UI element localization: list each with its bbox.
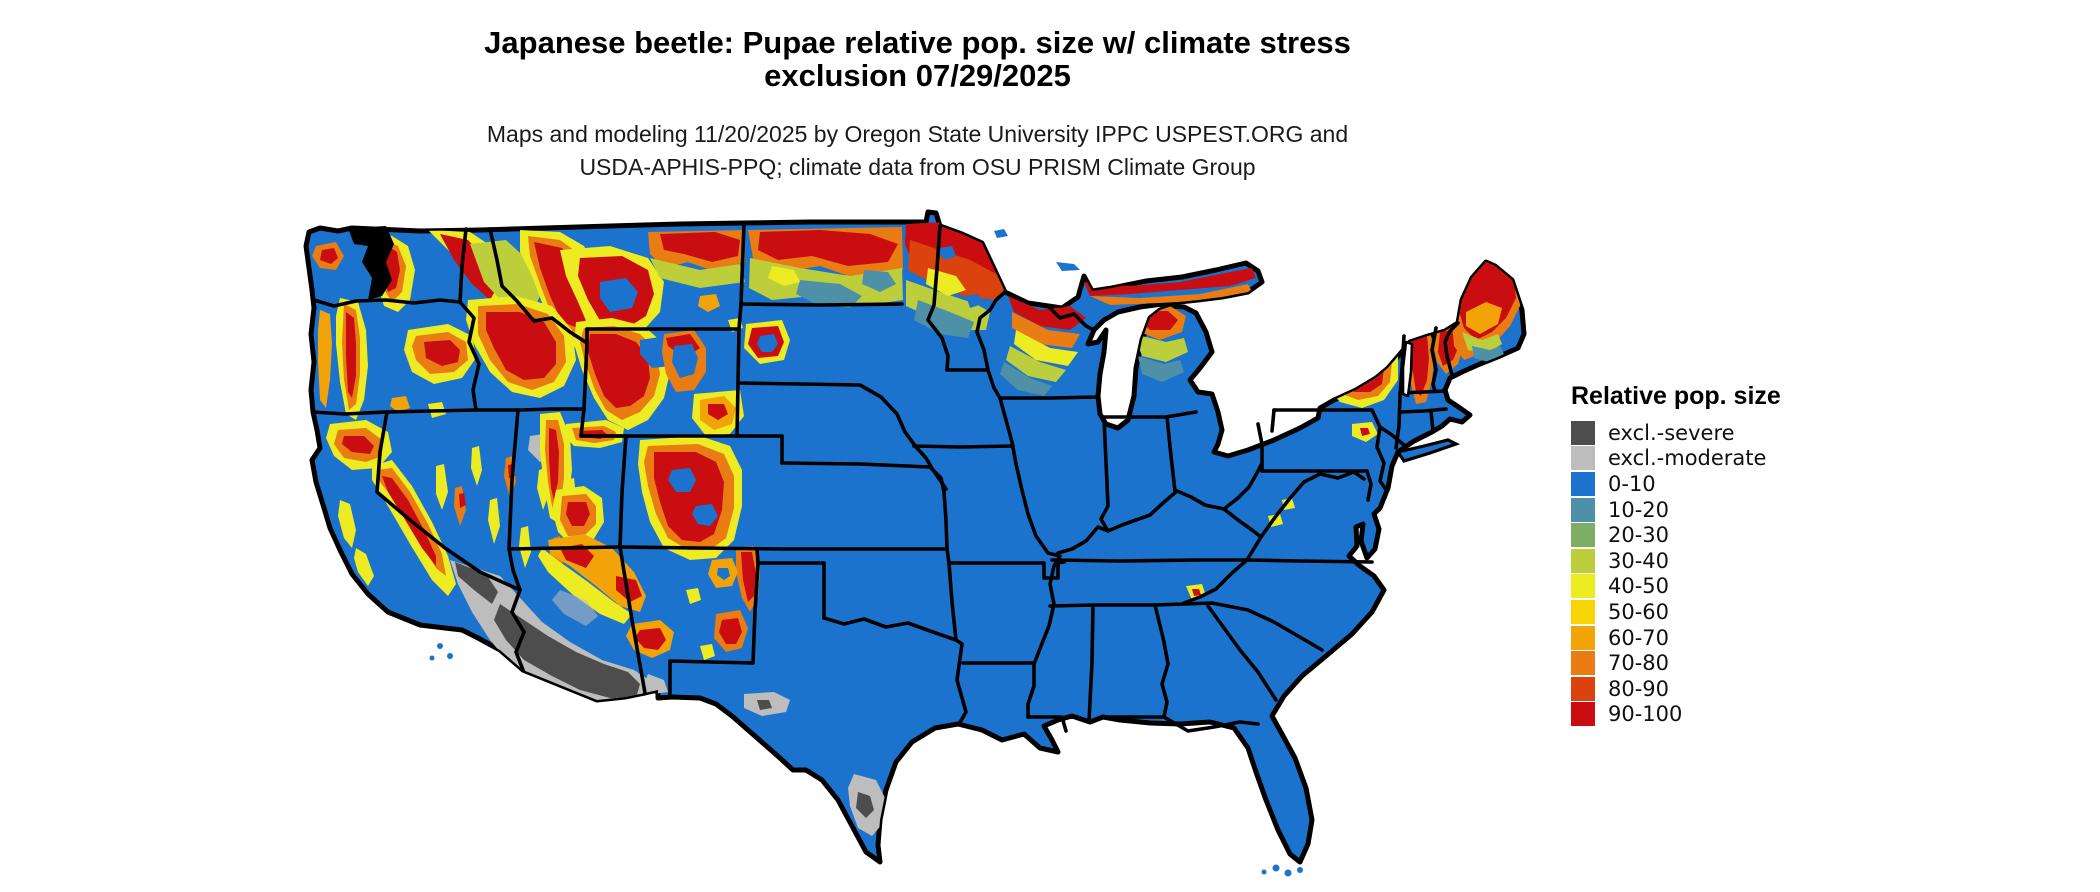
state-borders [311,221,1460,733]
legend-item: 10-20 [1571,497,1831,523]
heat-overlay [312,212,1522,836]
legend-title: Relative pop. size [1571,382,1781,410]
legend-label: excl.-severe [1608,420,1735,445]
title-line-2: exclusion 07/29/2025 [764,58,1071,93]
legend-swatch [1571,676,1595,701]
legend-swatch [1571,702,1595,727]
legend: Relative pop. size excl.-severe excl.-mod… [1571,382,1831,727]
map-subtitle: Maps and modeling 11/20/2025 by Oregon S… [0,118,1835,184]
legend-label: 40-50 [1608,574,1670,599]
island-specks [429,229,1461,877]
legend-item: 20-30 [1571,522,1831,548]
legend-label: 0-10 [1608,471,1656,496]
legend-item: 30-40 [1571,548,1831,574]
legend-swatch [1571,625,1595,650]
heat-west [312,230,745,596]
legend-item: excl.-moderate [1571,446,1831,472]
lake-champlain [1401,340,1414,398]
legend-item: excl.-severe [1571,420,1831,446]
legend-swatch [1571,420,1595,445]
legend-swatch [1571,574,1595,599]
heat-north-central [748,212,1256,396]
legend-item: 70-80 [1571,650,1831,676]
title-line-1: Japanese beetle: Pupae relative pop. siz… [484,25,1351,60]
legend-swatch [1571,548,1595,573]
legend-swatch [1571,523,1595,548]
legend-item: 0-10 [1571,471,1831,497]
subtitle-line-2: USDA-APHIS-PPQ; climate data from OSU PR… [579,154,1256,180]
legend-label: 50-60 [1608,599,1670,624]
legend-label: 30-40 [1608,548,1670,573]
legend-label: 10-20 [1608,497,1670,522]
legend-label: 20-30 [1608,523,1670,548]
legend-swatch [1571,651,1595,676]
legend-item: 40-50 [1571,574,1831,600]
legend-swatch [1571,497,1595,522]
legend-swatch [1571,446,1595,471]
legend-label: 90-100 [1608,702,1683,727]
legend-item: 60-70 [1571,625,1831,651]
legend-swatch [1571,599,1595,624]
legend-item: 50-60 [1571,599,1831,625]
legend-label: 80-90 [1608,676,1670,701]
legend-label: 70-80 [1608,651,1670,676]
legend-label: excl.-moderate [1608,446,1767,471]
legend-item: 90-100 [1571,702,1831,728]
puget-sound-detail [348,226,394,300]
legend-label: 60-70 [1608,625,1670,650]
subtitle-line-1: Maps and modeling 11/20/2025 by Oregon S… [486,121,1349,147]
heat-rockies [538,318,790,660]
legend-swatch [1571,471,1595,496]
legend-item: 80-90 [1571,676,1831,702]
exclusion-overlay [450,560,886,836]
legend-items: excl.-severe excl.-moderate 0-10 10-20 20-30… [1571,420,1831,727]
map-title: Japanese beetle: Pupae relative pop. siz… [0,26,1835,92]
